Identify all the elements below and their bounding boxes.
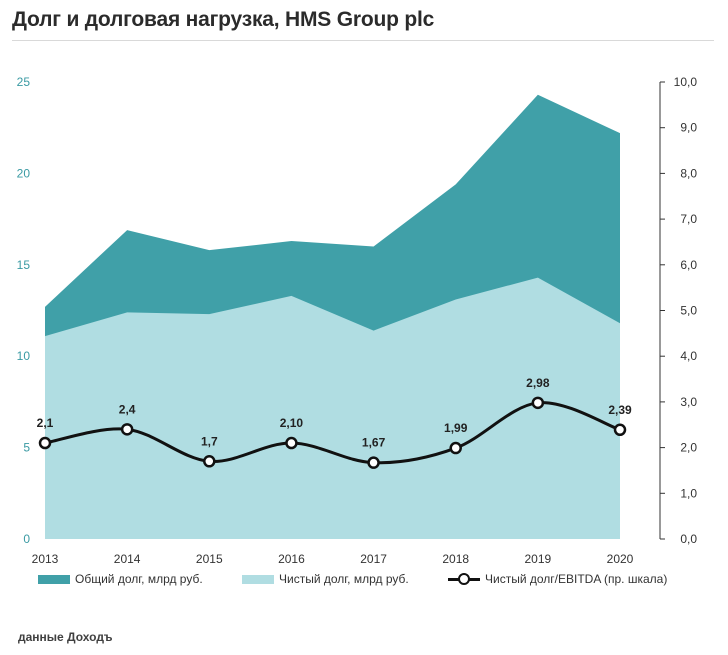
x-axis-tick-label: 2013	[32, 552, 59, 566]
x-axis-tick-label: 2019	[525, 552, 552, 566]
legend-label-ratio: Чистый долг/EBITDA (пр. шкала)	[485, 572, 668, 586]
left-axis-tick-label: 25	[17, 75, 31, 89]
x-axis-tick-label: 2018	[442, 552, 469, 566]
ratio-point	[38, 436, 52, 450]
ratio-point	[613, 423, 627, 437]
legend-item-total-debt: Общий долг, млрд руб.	[38, 572, 203, 586]
legend: Общий долг, млрд руб. Чистый долг, млрд …	[0, 572, 728, 592]
chart-area: 0 5 10 15 20 25 0,0 1,0 2,0 3,0 4,0 5,0 6,0 7,0 8,0 9,0…	[17, 75, 698, 566]
x-axis-tick-label: 2015	[196, 552, 223, 566]
ratio-data-label: 1,7	[201, 434, 218, 448]
ratio-data-label: 2,1	[37, 416, 54, 430]
right-axis-tick-label: 9,0	[680, 121, 697, 135]
x-axis-tick-label: 2016	[278, 552, 305, 566]
ratio-data-label: 2,98	[526, 376, 550, 390]
left-axis-tick-label: 15	[17, 258, 31, 272]
right-axis-tick-label: 5,0	[680, 304, 697, 318]
x-axis-tick-label: 2014	[114, 552, 141, 566]
ratio-point	[120, 423, 134, 436]
chart-title: Долг и долговая нагрузка, HMS Group plc	[12, 8, 435, 31]
ratio-point	[531, 396, 545, 410]
right-axis-tick-label: 4,0	[680, 349, 697, 363]
right-axis-tick-label: 10,0	[674, 75, 698, 89]
legend-item-net-debt: Чистый долг, млрд руб.	[242, 572, 409, 586]
right-axis-tick-label: 2,0	[680, 441, 697, 455]
ratio-point	[203, 455, 216, 468]
left-axis-tick-label: 0	[23, 532, 30, 546]
ratio-point	[285, 436, 298, 450]
left-axis-tick-label: 5	[23, 441, 30, 455]
right-axis-tick-label: 6,0	[680, 258, 697, 272]
left-axis-tick-label: 20	[17, 166, 31, 180]
ratio-point	[367, 456, 380, 469]
title-divider	[12, 40, 714, 41]
ratio-line	[44, 401, 621, 465]
legend-swatch-net-debt	[242, 574, 274, 584]
legend-swatch-total-debt	[38, 574, 70, 584]
right-axis-tick-label: 7,0	[680, 212, 697, 226]
source-note: данные Доходъ	[18, 630, 113, 644]
right-axis-tick-label: 3,0	[680, 395, 697, 409]
ratio-data-label: 1,67	[362, 436, 386, 450]
area-net-debt	[45, 277, 620, 539]
ratio-data-label: 1,99	[444, 421, 468, 435]
legend-label-net-debt: Чистый долг, млрд руб.	[279, 572, 409, 586]
legend-label-total-debt: Общий долг, млрд руб.	[75, 572, 203, 586]
x-axis-tick-label: 2017	[360, 552, 387, 566]
legend-item-ratio: Чистый долг/EBITDA (пр. шкала)	[448, 572, 667, 586]
right-axis-tick-label: 8,0	[680, 166, 697, 180]
ratio-point	[449, 441, 462, 455]
right-axis-tick-label: 1,0	[680, 486, 697, 500]
ratio-data-label: 2,39	[608, 403, 632, 417]
x-axis-tick-label: 2020	[607, 552, 634, 566]
ratio-data-label: 2,10	[280, 416, 304, 430]
left-axis-tick-label: 10	[17, 349, 31, 363]
legend-swatch-ratio	[448, 573, 480, 585]
ratio-data-label: 2,4	[119, 402, 136, 416]
right-axis-tick-label: 0,0	[680, 532, 697, 546]
